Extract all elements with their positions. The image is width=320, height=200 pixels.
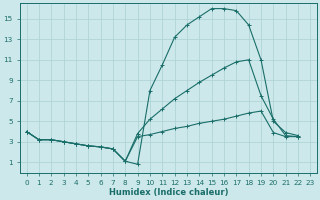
X-axis label: Humidex (Indice chaleur): Humidex (Indice chaleur) <box>109 188 228 197</box>
